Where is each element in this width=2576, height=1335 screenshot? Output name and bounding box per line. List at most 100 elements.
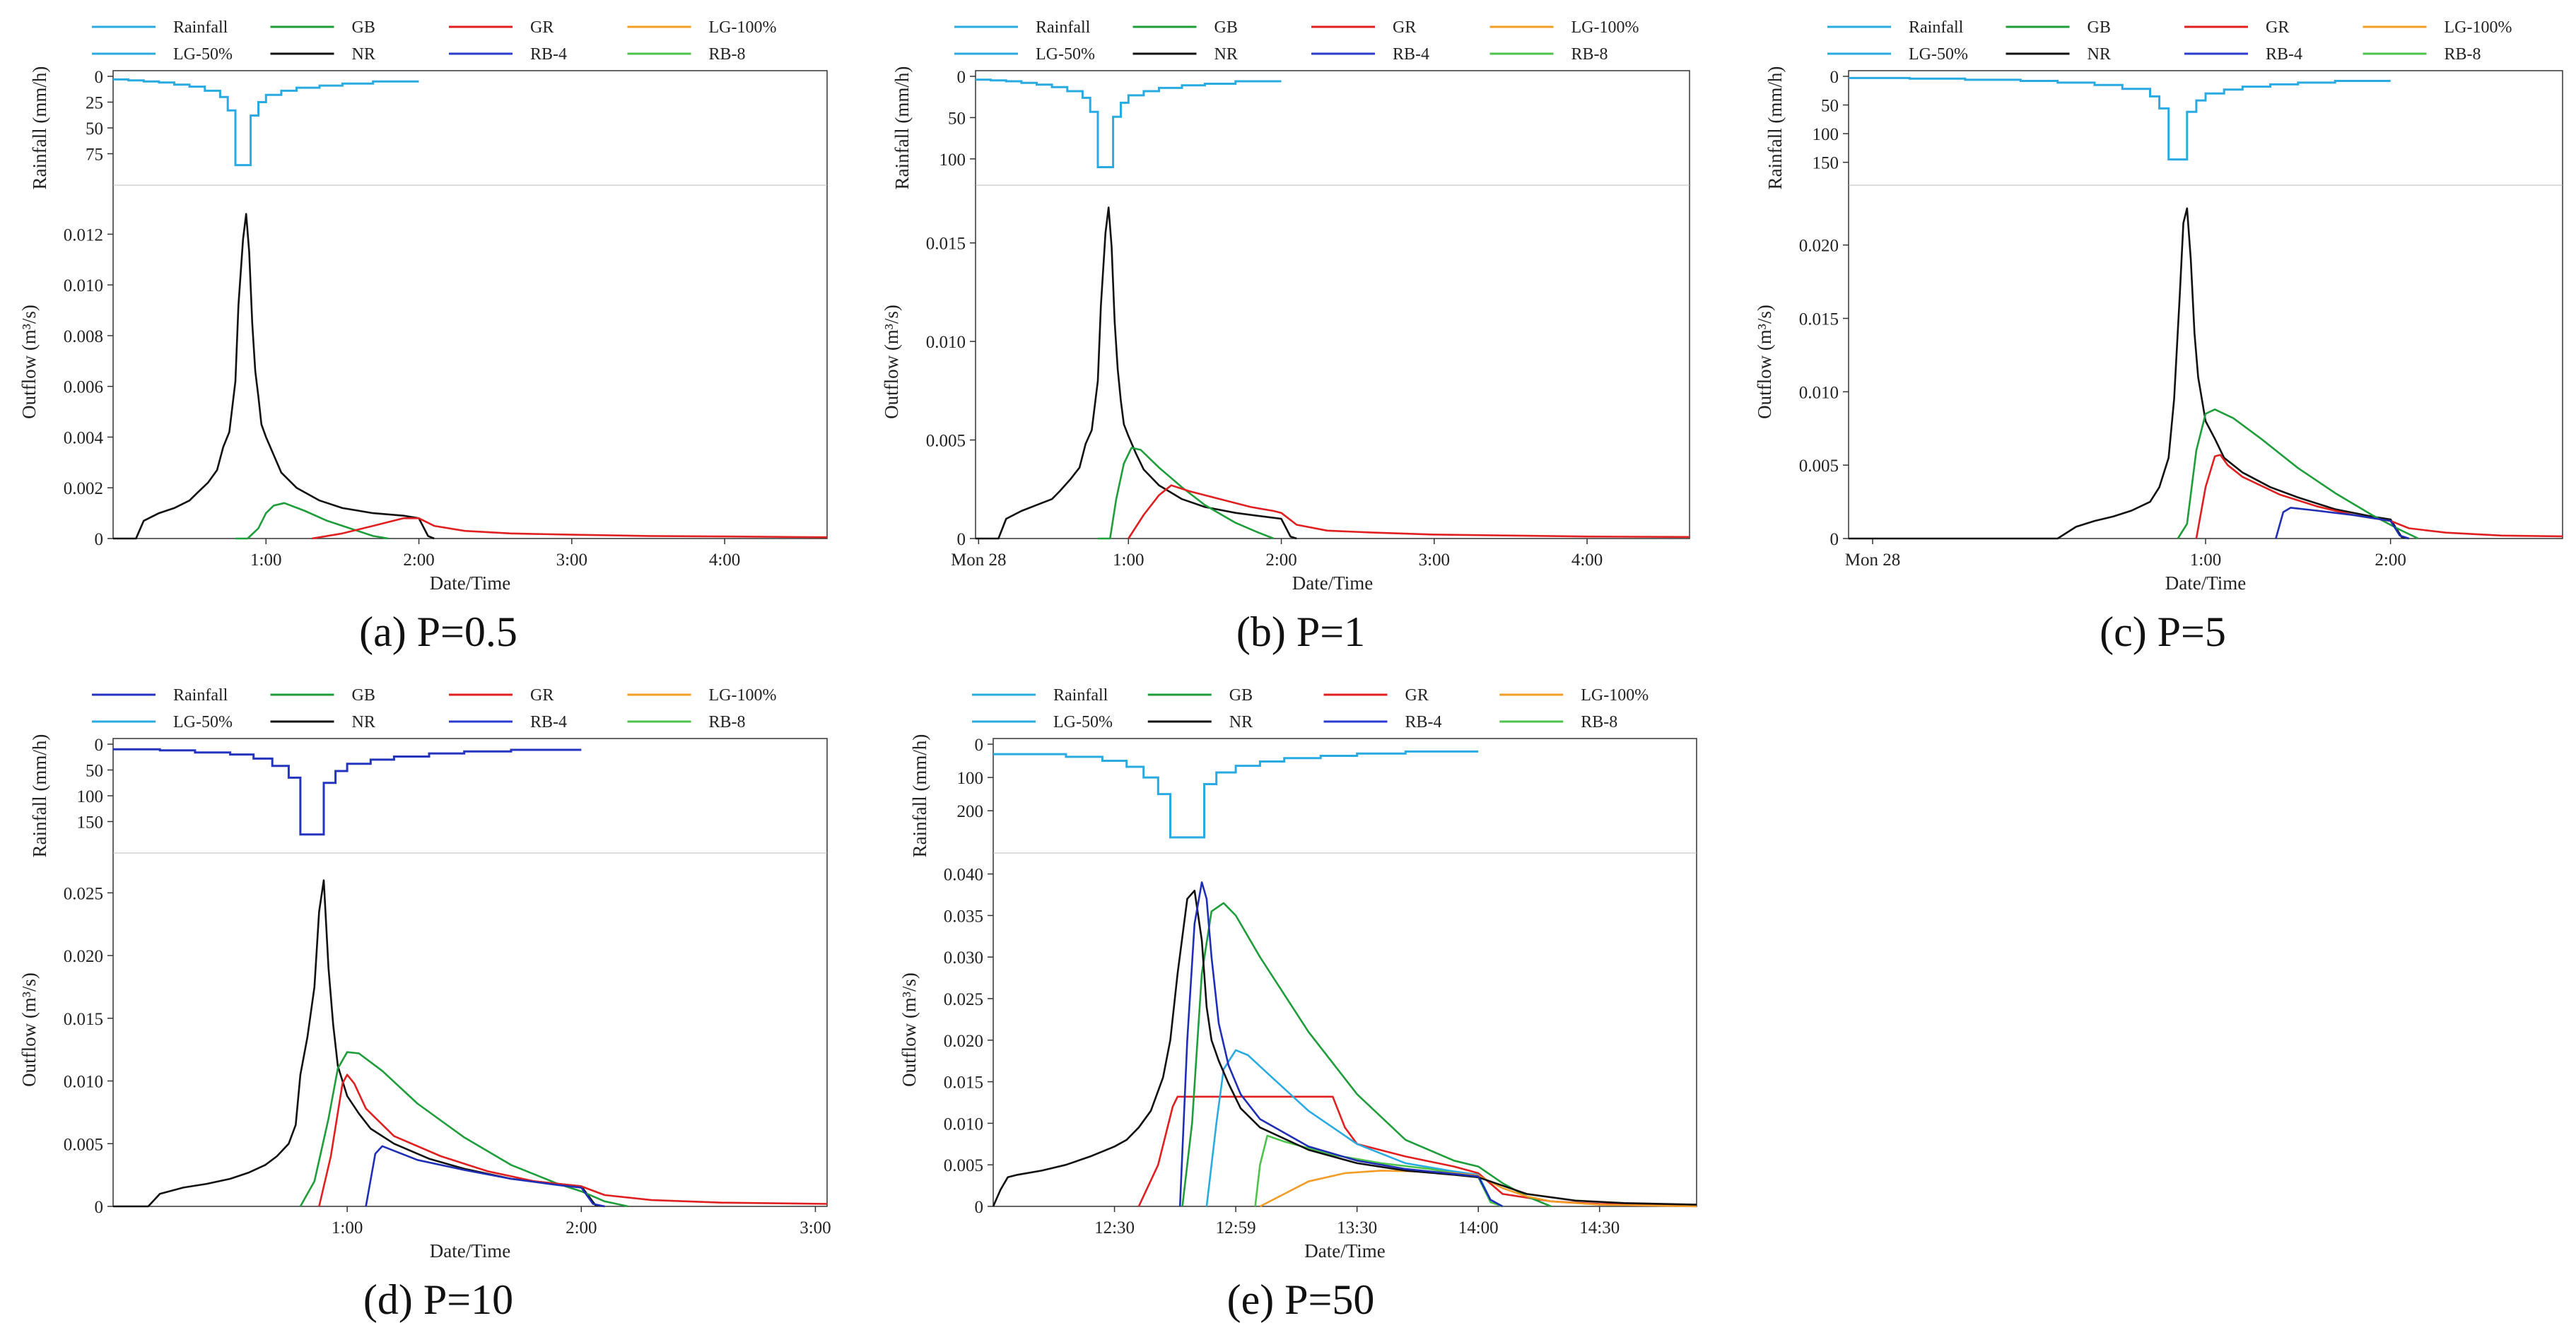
flow-tick-label: 0.008 xyxy=(64,327,103,346)
series-gb xyxy=(235,502,389,540)
legend-label-lg-50pct: LG-50% xyxy=(1909,45,1968,64)
legend-label-rb-8: RB-8 xyxy=(1571,45,1608,64)
series-gr xyxy=(318,1074,828,1207)
legend-label-nr: NR xyxy=(1214,45,1238,64)
x-tick-label: 2:00 xyxy=(1265,551,1296,570)
rainfall-series xyxy=(976,78,1282,168)
legend-label-gb: GB xyxy=(1229,686,1253,705)
legend-label-rb-8: RB-8 xyxy=(1581,713,1617,731)
legend-label-rb-8: RB-8 xyxy=(709,713,746,731)
legend-label-rainfall: Rainfall xyxy=(1909,18,1964,37)
x-tick-label: 3:00 xyxy=(800,1218,831,1237)
rain-tick-label: 0 xyxy=(975,736,984,755)
rain-tick-label: 50 xyxy=(86,119,103,139)
x-axis-title: Date/Time xyxy=(1304,1240,1386,1262)
flow-tick-label: 0.010 xyxy=(64,1073,103,1092)
caption-a: (a) P=0.5 xyxy=(359,608,517,655)
flow-tick-label: 0.015 xyxy=(1799,310,1839,329)
rain-axis-title: Rainfall (mm/h) xyxy=(891,66,913,190)
rain-tick-label: 200 xyxy=(957,802,984,821)
flow-axis-title: Outflow (m³/s) xyxy=(18,972,40,1087)
legend-label-nr: NR xyxy=(1229,713,1253,731)
x-tick-label: 4:00 xyxy=(709,551,740,570)
legend-label-gb: GB xyxy=(1214,18,1238,37)
x-axis-title: Date/Time xyxy=(430,572,511,594)
plot-frame xyxy=(112,70,828,539)
plot-frame xyxy=(112,738,828,1207)
legend-label-rb-8: RB-8 xyxy=(2445,45,2481,64)
rain-tick-label: 25 xyxy=(86,94,103,113)
series-nr xyxy=(113,879,605,1208)
flow-tick-label: 0.010 xyxy=(926,333,966,352)
legend: Rainfall GB GR LG-100% LG-50% NR RB-4 RB-8 xyxy=(972,686,1649,731)
legend-label-rb-4: RB-4 xyxy=(530,45,567,64)
plot-frame xyxy=(975,70,1690,539)
legend-label-lg-50pct: LG-50% xyxy=(173,45,233,64)
x-tick-label: 13:30 xyxy=(1337,1218,1377,1237)
x-tick-label: 1:00 xyxy=(250,551,281,570)
legend-label-lg-100pct: LG-100% xyxy=(709,18,777,37)
series-gb xyxy=(1098,447,1275,540)
rain-tick-label: 75 xyxy=(86,146,103,165)
series-gr xyxy=(1137,1095,1697,1207)
series-rb-4 xyxy=(1178,881,1504,1208)
x-tick-label: 14:30 xyxy=(1579,1218,1620,1237)
legend-label-rb-8: RB-8 xyxy=(709,45,746,64)
flow-tick-label: 0.010 xyxy=(944,1115,983,1134)
x-tick-label: 14:00 xyxy=(1458,1218,1499,1237)
flow-tick-label: 0.020 xyxy=(64,947,103,966)
legend: Rainfall GB GR LG-100% LG-50% NR RB-4 RB-8 xyxy=(1827,18,2512,64)
flow-tick-label: 0.005 xyxy=(1799,457,1839,476)
series-gb xyxy=(2177,408,2419,540)
legend-label-gr: GR xyxy=(1393,18,1416,37)
flow-tick-label: 0.025 xyxy=(944,990,983,1009)
legend: Rainfall GB GR LG-100% LG-50% NR RB-4 RB-8 xyxy=(954,18,1639,64)
caption-c: (c) P=5 xyxy=(2100,608,2226,655)
legend-label-rb-4: RB-4 xyxy=(530,713,567,731)
legend-label-gr: GR xyxy=(1405,686,1429,705)
legend-label-lg-100pct: LG-100% xyxy=(2445,18,2512,37)
x-tick-label: 12:59 xyxy=(1216,1218,1256,1237)
flow-tick-label: 0.015 xyxy=(944,1074,983,1093)
x-axis-title: Date/Time xyxy=(2165,572,2247,594)
rain-tick-label: 100 xyxy=(1813,125,1839,144)
x-tick-label: 1:00 xyxy=(1113,551,1144,570)
x-tick-label: 2:00 xyxy=(403,551,434,570)
x-tick-label: 4:00 xyxy=(1571,551,1603,570)
series-gb xyxy=(1181,902,1552,1208)
rainfall-series xyxy=(113,748,582,836)
series-gb xyxy=(299,1051,628,1208)
series-nr xyxy=(976,206,1297,540)
chart-e: Rainfall GB GR LG-100% LG-50% NR RB-4 RB-8 0 100 2… xyxy=(898,686,1697,1262)
x-tick-label: 1:00 xyxy=(2190,551,2221,570)
x-tick-label: 1:00 xyxy=(332,1218,363,1237)
flow-tick-label: 0.005 xyxy=(64,1135,103,1154)
x-tick-label: 12:30 xyxy=(1094,1218,1135,1237)
rain-tick-label: 100 xyxy=(939,151,966,170)
x-tick-label: Mon 28 xyxy=(1845,551,1900,570)
flow-tick-label: 0.012 xyxy=(64,225,103,245)
flow-tick-label: 0.040 xyxy=(944,866,983,885)
flow-tick-label: 0.010 xyxy=(1799,383,1839,402)
chart-c: Rainfall GB GR LG-100% LG-50% NR RB-4 RB-8 0 50 10… xyxy=(1754,18,2563,594)
legend-label-gb: GB xyxy=(352,18,375,37)
legend-label-lg-100pct: LG-100% xyxy=(709,686,777,705)
flow-tick-label: 0.035 xyxy=(944,907,983,926)
x-tick-label: 3:00 xyxy=(1419,551,1450,570)
flow-axis-title: Outflow (m³/s) xyxy=(881,305,902,419)
rain-tick-label: 150 xyxy=(77,813,104,833)
rain-axis-title: Rainfall (mm/h) xyxy=(909,734,930,858)
series-gr xyxy=(2195,454,2563,539)
legend-label-nr: NR xyxy=(2088,45,2111,64)
legend-label-gr: GR xyxy=(530,18,554,37)
x-axis-title: Date/Time xyxy=(1292,572,1374,594)
x-axis-title: Date/Time xyxy=(430,1240,511,1262)
chart-b: Rainfall GB GR LG-100% LG-50% NR RB-4 RB-8 0 50 10… xyxy=(881,18,1690,594)
legend-label-gb: GB xyxy=(2088,18,2111,37)
legend: Rainfall GB GR LG-100% LG-50% NR RB-4 RB-8 xyxy=(92,18,776,64)
series-nr xyxy=(113,213,435,540)
rainfall-series xyxy=(1849,76,2391,161)
flow-tick-label: 0.006 xyxy=(64,378,103,397)
panel-a: Rainfall GB GR LG-100% LG-50% NR RB-4 RB-8 0 25 50… xyxy=(18,0,855,664)
flow-axis-title: Outflow (m³/s) xyxy=(18,305,40,419)
